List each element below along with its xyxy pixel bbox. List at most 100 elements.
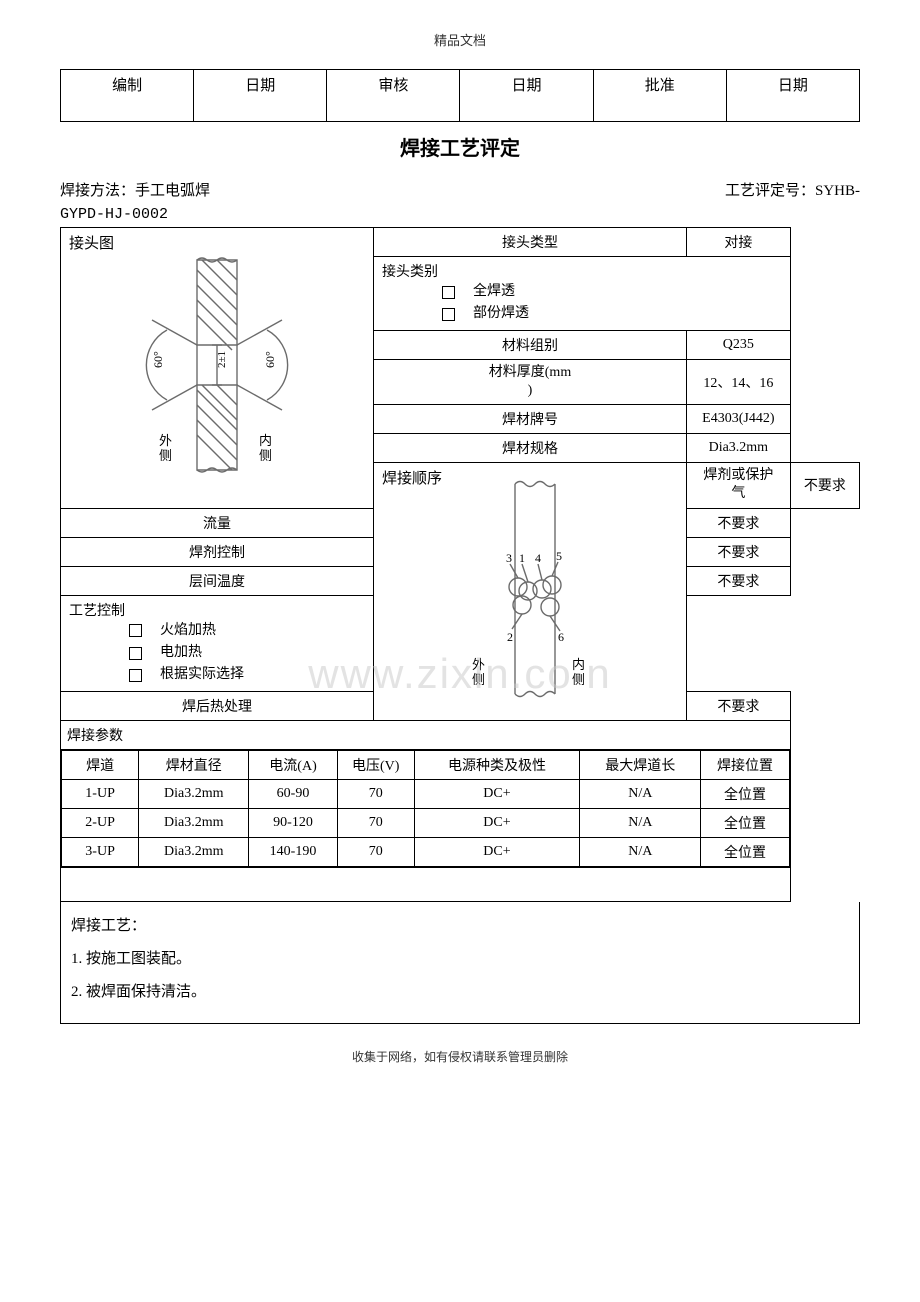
eval-value: SYHB- [815, 183, 860, 199]
page-header: 精品文档 [60, 30, 860, 49]
cell: 140-190 [249, 837, 337, 866]
main-spec-grid: 接头图 [60, 227, 860, 902]
meta-row: 焊接方法：手工电弧焊 工艺评定号：SYHB- [60, 179, 860, 200]
process-label: 焊接工艺： [71, 910, 849, 943]
spec-joint-category: 接头类别 全焊透 部份焊透 [374, 257, 791, 331]
method-label: 焊接方法： [60, 183, 135, 199]
spec-label: 焊剂或保护气 [687, 463, 791, 508]
page-footer: 收集于网络，如有侵权请联系管理员删除 [60, 1048, 860, 1065]
params-col: 焊材直径 [139, 750, 249, 779]
cell: Dia3.2mm [139, 837, 249, 866]
cell: 全位置 [701, 837, 789, 866]
checkbox-label: 全焊透 [473, 281, 515, 303]
svg-text:侧: 侧 [259, 448, 272, 463]
spec-label: 材料厚度(mm) [374, 359, 687, 404]
spec-value: 不要求 [687, 508, 791, 537]
cell: N/A [580, 837, 701, 866]
spec-label: 流量 [61, 508, 374, 537]
svg-text:4: 4 [535, 551, 541, 565]
spec-label: 材料组别 [374, 330, 687, 359]
cell: Dia3.2mm [139, 808, 249, 837]
cell: 3-UP [62, 837, 139, 866]
svg-text:内: 内 [572, 657, 585, 672]
params-col: 最大焊道长 [580, 750, 701, 779]
checkbox-label: 火焰加热 [160, 620, 216, 642]
params-header-row: 焊道 焊材直径 电流(A) 电压(V) 电源种类及极性 最大焊道长 焊接位置 [62, 750, 790, 779]
svg-text:侧: 侧 [159, 448, 172, 463]
method-value: 手工电弧焊 [135, 183, 210, 199]
approval-table: 编制 日期 审核 日期 批准 日期 [60, 69, 860, 122]
params-table: 焊道 焊材直径 电流(A) 电压(V) 电源种类及极性 最大焊道长 焊接位置 1… [61, 750, 790, 867]
cell: 全位置 [701, 808, 789, 837]
joint-diagram-icon: 60° 60° 2±1 外 侧 内 侧 [67, 250, 367, 485]
approval-cell: 日期 [194, 70, 327, 122]
cell: N/A [580, 808, 701, 837]
spec-value: E4303(J442) [687, 405, 791, 434]
spec-label: 焊材牌号 [374, 405, 687, 434]
gap-label: 2±1 [216, 351, 228, 368]
spec-value: 不要求 [687, 566, 791, 595]
svg-text:1: 1 [519, 551, 525, 565]
cell: N/A [580, 779, 701, 808]
table-row: 1-UP Dia3.2mm 60-90 70 DC+ N/A 全位置 [62, 779, 790, 808]
cell: 60-90 [249, 779, 337, 808]
svg-text:内: 内 [259, 433, 272, 448]
params-col: 电流(A) [249, 750, 337, 779]
cell: 全位置 [701, 779, 789, 808]
spec-value: 不要求 [687, 537, 791, 566]
process-block: 焊接工艺： 1. 按施工图装配。 2. 被焊面保持清洁。 [60, 902, 860, 1024]
spec-label: 焊剂控制 [61, 537, 374, 566]
cell: 70 [337, 837, 414, 866]
approval-cell: 日期 [460, 70, 593, 122]
eval-label: 工艺评定号： [725, 183, 815, 199]
spec-label: 焊后热处理 [61, 691, 374, 720]
checkbox-icon [442, 308, 455, 321]
checkbox-row: 部份焊透 [382, 303, 790, 325]
sequence-diagram-cell: 焊接顺序 [374, 463, 687, 721]
approval-cell: 日期 [726, 70, 859, 122]
joint-diagram-cell: 接头图 [61, 228, 374, 509]
checkbox-icon [129, 647, 142, 660]
angle-label-right: 60° [263, 351, 277, 368]
checkbox-label: 电加热 [160, 642, 202, 664]
cell: 2-UP [62, 808, 139, 837]
cell: DC+ [414, 779, 579, 808]
checkbox-label: 根据实际选择 [160, 664, 244, 686]
checkbox-icon [129, 624, 142, 637]
process-step: 1. 按施工图装配。 [71, 943, 849, 976]
approval-cell: 审核 [327, 70, 460, 122]
eval-code: GYPD-HJ-0002 [60, 206, 860, 223]
table-row: 2-UP Dia3.2mm 90-120 70 DC+ N/A 全位置 [62, 808, 790, 837]
page-title: 焊接工艺评定 [60, 132, 860, 161]
checkbox-row: 全焊透 [382, 281, 790, 303]
spec-value: 不要求 [687, 691, 791, 720]
spec-value: Q235 [687, 330, 791, 359]
angle-label-left: 60° [151, 351, 165, 368]
svg-text:5: 5 [556, 549, 562, 563]
cell: Dia3.2mm [139, 779, 249, 808]
approval-cell: 批准 [593, 70, 726, 122]
svg-text:侧: 侧 [572, 672, 585, 687]
params-col: 焊接位置 [701, 750, 789, 779]
spec-value: 12、14、16 [687, 359, 791, 404]
process-step: 2. 被焊面保持清洁。 [71, 976, 849, 1009]
spec-label: 接头类型 [374, 228, 687, 257]
spec-label: 层间温度 [61, 566, 374, 595]
cell: 70 [337, 808, 414, 837]
checkbox-label: 部份焊透 [473, 303, 529, 325]
cell: 90-120 [249, 808, 337, 837]
cell: DC+ [414, 837, 579, 866]
joint-category-label: 接头类别 [382, 261, 790, 281]
svg-text:侧: 侧 [472, 672, 485, 687]
table-row: 3-UP Dia3.2mm 140-190 70 DC+ N/A 全位置 [62, 837, 790, 866]
svg-text:外: 外 [159, 433, 172, 448]
params-col: 电源种类及极性 [414, 750, 579, 779]
cell: DC+ [414, 808, 579, 837]
svg-text:6: 6 [558, 630, 564, 644]
spec-value: 对接 [687, 228, 791, 257]
svg-text:外: 外 [472, 657, 485, 672]
checkbox-icon [129, 669, 142, 682]
params-section-label: 焊接参数 [61, 720, 791, 749]
svg-text:2: 2 [507, 630, 513, 644]
checkbox-icon [442, 286, 455, 299]
